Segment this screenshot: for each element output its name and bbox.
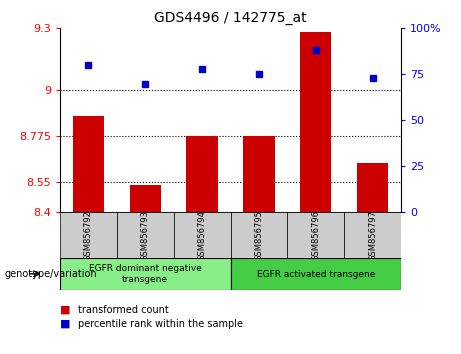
Bar xyxy=(230,212,287,258)
Bar xyxy=(186,136,218,212)
Bar xyxy=(344,212,401,258)
Text: GSM856797: GSM856797 xyxy=(368,210,377,261)
Bar xyxy=(60,212,117,258)
Title: GDS4496 / 142775_at: GDS4496 / 142775_at xyxy=(154,11,307,24)
Bar xyxy=(357,163,388,212)
Bar xyxy=(117,212,174,258)
Text: GSM856795: GSM856795 xyxy=(254,210,263,261)
Text: GSM856792: GSM856792 xyxy=(84,210,93,261)
Text: ■: ■ xyxy=(60,319,71,329)
Bar xyxy=(174,212,230,258)
Text: genotype/variation: genotype/variation xyxy=(5,269,97,279)
Text: GSM856794: GSM856794 xyxy=(198,210,207,261)
Text: EGFR activated transgene: EGFR activated transgene xyxy=(257,270,375,279)
Bar xyxy=(130,185,161,212)
Bar xyxy=(60,258,230,290)
Bar xyxy=(300,33,331,212)
Text: GSM856793: GSM856793 xyxy=(141,210,150,261)
Bar xyxy=(243,136,275,212)
Bar xyxy=(287,212,344,258)
Text: EGFR dominant negative
transgene: EGFR dominant negative transgene xyxy=(89,264,201,284)
Bar xyxy=(230,258,401,290)
Bar xyxy=(73,116,104,212)
Text: transformed count: transformed count xyxy=(78,305,169,315)
Text: GSM856796: GSM856796 xyxy=(311,210,320,261)
Text: ■: ■ xyxy=(60,305,71,315)
Text: percentile rank within the sample: percentile rank within the sample xyxy=(78,319,243,329)
